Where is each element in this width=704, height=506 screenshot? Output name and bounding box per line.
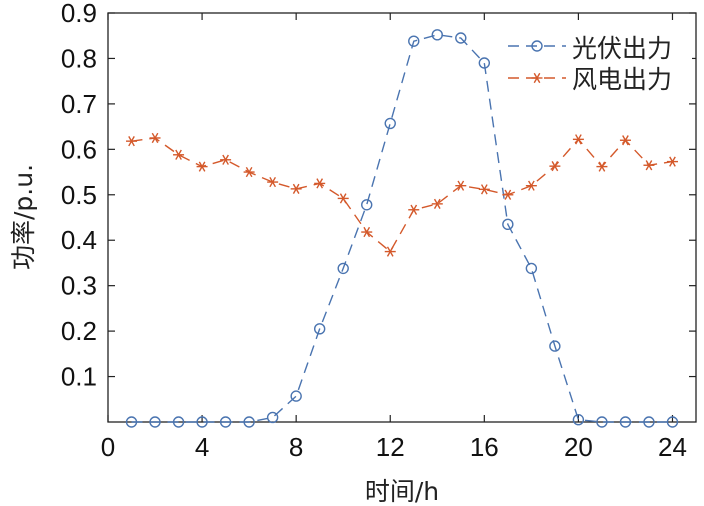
data-point (290, 183, 302, 194)
data-point (455, 180, 467, 191)
y-tick-label: 0.8 (61, 43, 97, 73)
legend-label-pv: 光伏出力 (572, 34, 672, 63)
data-point (408, 204, 420, 215)
data-point (619, 135, 631, 146)
data-point (478, 184, 490, 195)
x-axis-title: 时间/h (365, 477, 439, 506)
data-point (384, 246, 396, 257)
legend-label-wind: 风电出力 (572, 65, 672, 94)
axis-ticks (107, 12, 696, 422)
series-layer (125, 29, 679, 428)
y-tick-label: 0.1 (61, 362, 97, 392)
data-point (596, 161, 608, 172)
data-point (243, 166, 255, 178)
legend-background (500, 28, 692, 100)
data-point (572, 414, 585, 426)
x-tick-label: 16 (470, 432, 499, 462)
data-point (525, 180, 537, 191)
legend-marker (531, 40, 543, 52)
y-tick-label: 0.3 (61, 271, 97, 301)
data-point (478, 57, 491, 69)
x-tick-label: 12 (376, 432, 405, 462)
x-tick-label: 24 (658, 432, 687, 462)
legend: 光伏出力 风电出力 (500, 28, 692, 100)
y-axis-title: 功率/p.u. (9, 164, 38, 270)
plot-frame (107, 12, 697, 423)
series-wind (126, 132, 678, 257)
legend-item-pv: 光伏出力 (508, 34, 672, 63)
y-tick-label: 0.7 (61, 89, 97, 119)
data-point (196, 161, 208, 172)
axis-tick-labels: 0 4 8 12 16 20 24 0.1 0.2 0.3 0.4 0.5 0.6 0.7 0.8 0.9 (61, 0, 687, 462)
x-tick-label: 4 (195, 432, 209, 462)
data-point (643, 160, 655, 171)
data-point (149, 132, 161, 144)
data-point (172, 416, 185, 428)
data-point (619, 416, 632, 428)
data-point (502, 218, 514, 231)
data-point (643, 416, 655, 428)
series-pv (125, 29, 679, 428)
y-tick-label: 0.5 (61, 180, 97, 210)
data-point (267, 176, 279, 188)
data-point (431, 29, 443, 41)
data-point (313, 323, 326, 335)
data-point (219, 416, 232, 428)
data-point (173, 149, 185, 160)
data-point (572, 134, 584, 145)
data-point (431, 198, 443, 209)
data-point (361, 226, 373, 238)
data-point (549, 161, 561, 172)
data-point (220, 154, 232, 165)
data-point (549, 340, 561, 352)
data-point (337, 262, 349, 275)
y-tick-label: 0.6 (61, 134, 97, 164)
data-point (525, 262, 538, 275)
series-line (131, 137, 673, 253)
data-point (290, 390, 302, 402)
data-point (666, 156, 678, 167)
data-point (314, 178, 326, 189)
data-point (125, 416, 138, 428)
data-point (149, 416, 161, 428)
data-point (243, 416, 255, 428)
y-tick-label: 0.4 (61, 225, 97, 255)
data-point (596, 416, 608, 428)
series-line (131, 34, 673, 423)
y-tick-label: 0.2 (61, 316, 97, 346)
data-point (196, 416, 208, 428)
data-point (266, 411, 279, 424)
data-point (384, 117, 396, 130)
data-point (455, 32, 467, 44)
data-point (666, 416, 679, 428)
x-tick-label: 0 (101, 432, 115, 462)
legend-marker (531, 72, 543, 84)
x-tick-label: 20 (564, 432, 593, 462)
data-point (126, 136, 138, 147)
data-point (502, 189, 514, 200)
data-point (408, 35, 420, 47)
y-tick-label: 0.9 (61, 0, 97, 28)
data-point (361, 199, 373, 211)
data-point (337, 193, 349, 204)
x-tick-label: 8 (289, 432, 303, 462)
legend-item-wind: 风电出力 (508, 65, 672, 94)
